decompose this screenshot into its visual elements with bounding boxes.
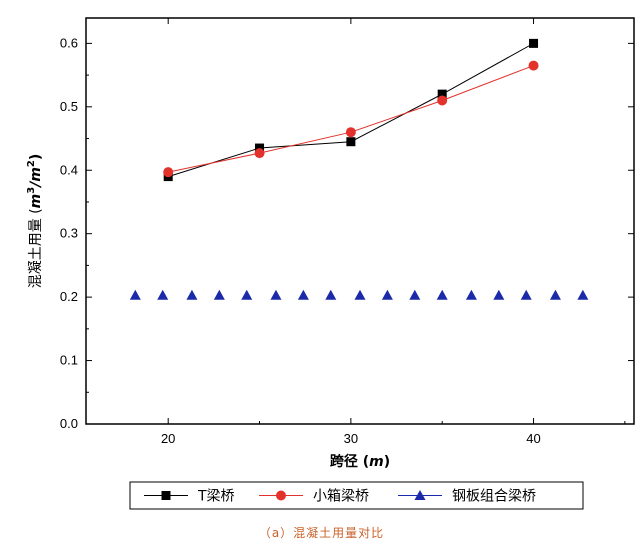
data-point (409, 289, 421, 300)
legend-marker (414, 490, 426, 500)
legend: T梁桥 小箱梁桥 钢板组合梁桥 (129, 481, 584, 510)
y-axis-title-main: 混凝土用量 ( (28, 208, 44, 288)
y-tick-label: 0.5 (60, 99, 78, 114)
data-point (436, 289, 448, 300)
series-layer (129, 38, 589, 300)
legend-marker (161, 491, 171, 500)
data-point (465, 289, 477, 300)
y-axis: 0.0 0.1 0.2 0.3 0.4 0.5 0.6 (60, 35, 634, 431)
legend-label: T梁桥 (197, 489, 235, 505)
data-point (493, 289, 505, 300)
data-point (255, 143, 265, 153)
data-point (345, 127, 356, 138)
data-point (381, 289, 393, 300)
y-axis-title-sup3: 3 (26, 187, 37, 194)
series-line (168, 42, 534, 178)
data-point (437, 95, 448, 106)
data-point (437, 89, 447, 99)
x-axis: 20 30 40 (161, 18, 626, 446)
x-axis-title: 跨径 (m) (330, 453, 390, 470)
x-axis-title-close: ) (384, 454, 390, 470)
y-tick-label: 0.3 (60, 226, 78, 241)
legend-label: 小箱梁桥 (313, 489, 369, 505)
data-point (157, 289, 169, 300)
y-axis-title-close: ) (28, 154, 44, 160)
data-point (346, 137, 356, 147)
data-point (254, 148, 265, 159)
x-axis-title-unit: m (369, 454, 384, 470)
y-tick-label: 0.1 (60, 353, 78, 368)
series-circle (163, 60, 539, 178)
x-tick-label: 30 (344, 431, 358, 446)
x-axis-title-main: 跨径 ( (330, 453, 369, 470)
data-point (213, 289, 225, 300)
data-point (529, 38, 539, 48)
data-point (270, 289, 282, 300)
legend-label: 钢板组合梁桥 (452, 489, 536, 505)
series-line (168, 65, 534, 173)
data-point (520, 289, 532, 300)
x-tick-label: 20 (161, 431, 175, 446)
x-tick-label: 40 (526, 431, 540, 446)
data-point (129, 289, 141, 300)
data-point (163, 167, 174, 178)
y-tick-label: 0.2 (60, 289, 78, 304)
y-tick-label: 0.0 (60, 416, 78, 431)
y-axis-title: 混凝土用量 (m3/m2) (26, 154, 44, 289)
data-point (241, 289, 253, 300)
y-axis-title-slash: /m (28, 167, 44, 189)
series-triangle (129, 289, 589, 300)
data-point (577, 289, 589, 300)
data-point (325, 289, 337, 300)
figure-caption: （a）混凝土用量对比 (258, 526, 385, 540)
data-point (297, 289, 309, 300)
plot-frame (85, 17, 635, 425)
data-point (186, 289, 198, 300)
data-point (528, 60, 539, 71)
series-square (163, 38, 539, 182)
y-axis-title-unit-m3: m (28, 194, 44, 209)
y-tick-label: 0.4 (60, 162, 78, 177)
legend-marker (276, 490, 286, 501)
y-tick-label: 0.6 (60, 35, 78, 50)
data-point (549, 289, 561, 300)
data-point (354, 289, 366, 300)
y-axis-title-sup2: 2 (26, 160, 37, 167)
legend-frame (129, 481, 584, 510)
